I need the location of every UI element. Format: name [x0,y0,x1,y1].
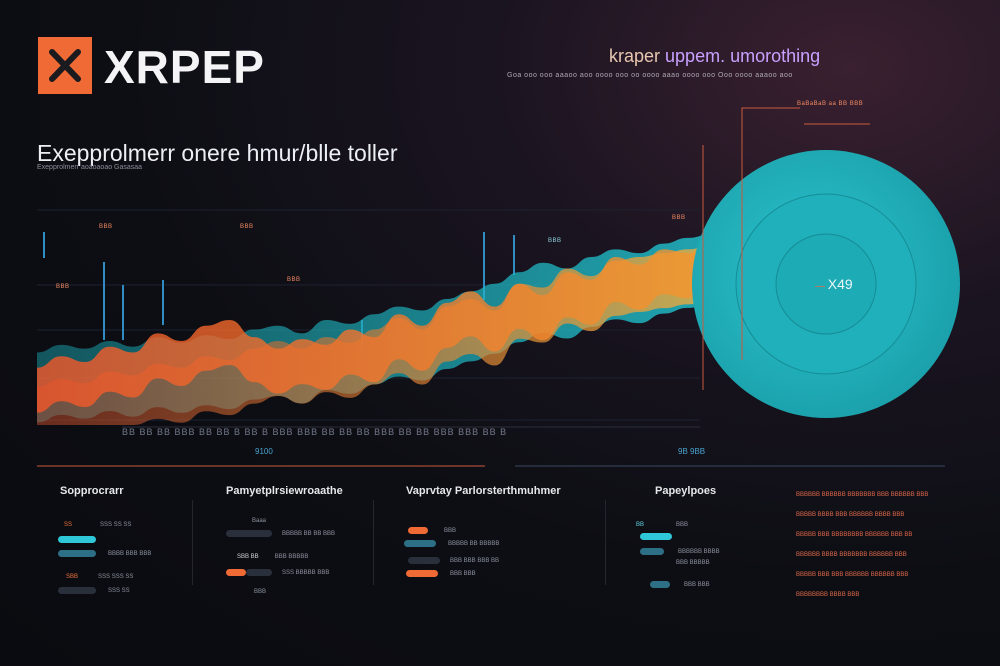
row-label: BBB [676,522,689,528]
list-item[interactable]: BBBBB BB BBBBB [404,540,499,547]
row-label: BBBB BBB BBB [108,550,152,557]
panel-title: Papeylpoes [655,485,717,497]
tagline: kraper uppem. umorothing [609,46,820,67]
row-bar [58,587,96,594]
list-item[interactable]: BBB BBB BBB BB [408,557,499,564]
row-bar [404,540,436,547]
list-item[interactable]: BBB [254,589,266,595]
note-item: BBBBBB BBBB BBBBBBB BBBBBB BBB [796,552,907,558]
list-item[interactable]: BBB BBB [406,570,476,577]
tagline-rest: uppem. umorothing [660,46,821,66]
row-bar [640,533,672,540]
page-title: Exepprolmerr onere hmur/blle toller [37,140,398,166]
row-label: SSS SS SS [100,522,132,528]
row-bar [640,548,664,555]
chart-annotation-top-right: BaBaBaB aa BB BBB [797,101,864,107]
panel-title: Sopprocrarr [60,485,124,497]
row-label: BBBBB BB BBBBB [448,540,500,547]
panel-1: Sopprocrarr [60,485,124,497]
panel-title: Pamyetplrsiewroaathe [226,485,343,497]
row-tag: SBB BB [237,554,259,560]
panel-4: Papeylpoes [655,485,716,497]
note-item: BBBBBBBB BBBB BBB [796,592,860,598]
tagline-subtext: Goa ooo ooo aaaoo aoo oooo ooo oo oooo a… [507,72,793,79]
list-item[interactable]: BBB [408,527,456,534]
row-label: BBB BBB BBB BB [450,557,500,564]
list-item[interactable]: BB BBB [636,522,688,528]
row-label: SSS SSS SS [98,574,134,580]
row-label: SSS BBBBB BBB [282,569,330,576]
row-label: BBB [254,589,267,595]
row-bar [406,570,438,577]
list-item[interactable]: SSS BBBBB BBB [226,569,329,576]
row-label: BBB BBB [684,581,710,588]
brand-logo-icon[interactable] [38,37,92,94]
list-item[interactable]: BBBB BBB BBB [58,550,151,557]
row-label: BBBBB BB BB BBB [282,530,336,537]
axis-label-right: 9B 9BB [678,447,706,456]
list-item[interactable]: SBB BB BBB BBBBB [237,554,308,560]
row-bar-track [246,569,272,576]
brand-name[interactable]: XRPEP [104,41,265,93]
row-bar [226,530,272,537]
list-item[interactable] [58,536,96,543]
chart-annotation: BBB [287,277,301,283]
panel-3: Vaprvtay Parlorsterthmuhmer [406,485,561,497]
chart-annotation: BBB [99,224,113,230]
row-label: BBBBBB BBBB [678,548,720,555]
list-item[interactable]: SSS SS [58,587,130,594]
notes-list: BBBBBB BBBBBB BBBBBBB BBB BBBBBB BBB BBB… [796,492,956,612]
chart-annotation: BBB [672,215,686,221]
list-item[interactable]: Baaa [252,518,266,524]
circle-value: X49 [827,276,853,292]
row-bar [408,557,440,564]
row-tag: BB [636,522,645,528]
row-label: BBB BBBBB [274,554,309,560]
tagline-first-word: kraper [609,46,661,66]
list-item[interactable]: BBB BBBBB [676,560,710,566]
note-item: BBBBB BBBB BBB BBBBBB BBBB BBB [796,512,905,518]
list-item[interactable]: BBB BBB [650,581,710,588]
circle-value-label: — X49 [815,276,853,292]
row-bar [58,536,96,543]
row-label: SSS SS [108,587,130,594]
list-item[interactable]: BBBBB BB BB BBB [226,530,335,537]
row-label: BBB BBBBB [676,560,710,566]
row-bar [226,569,246,576]
row-bar [408,527,428,534]
panel-title: Vaprvtay Parlorsterthmuhmer [406,485,561,497]
panel-divider [373,500,374,585]
row-label: BBB BBB [450,570,476,577]
chart-annotation: BBB [548,238,562,244]
panel-divider [605,500,606,585]
annotation-lines [37,107,870,467]
list-item[interactable]: SS SSS SS SS [64,522,131,528]
chart-annotation: BBB [56,284,70,290]
axis-label-left: 9100 [255,447,273,456]
panel-2: Pamyetplrsiewroaathe [226,485,343,497]
chart-annotation: BBB [240,224,254,230]
row-label: Baaa [252,518,267,524]
list-item[interactable] [640,533,672,540]
page-subtitle: Exepprolmerr aoaoaoao Gasasaa [37,164,143,171]
row-bar [58,550,96,557]
row-tag: SS [64,522,73,528]
list-item[interactable]: SBB SSS SSS SS [66,574,133,580]
x-axis-ticks: BB BB BB BBB BB BB B BB B BBB BBB BB BB … [122,427,508,437]
note-item: BBBBB BBB BBBBBBBB BBBBBB BBB BB [796,532,913,538]
radial-disc [692,150,960,418]
note-item: BBBBB BBB BBB BBBBBB BBBBBB BBB [796,572,909,578]
list-item[interactable]: BBBBBB BBBB [640,548,720,555]
note-item: BBBBBB BBBBBB BBBBBBB BBB BBBBBB BBB [796,492,929,498]
row-tag: SBB [66,574,79,580]
row-label: BBB [444,527,457,534]
series-orange-area [37,239,760,413]
row-bar [650,581,670,588]
panel-divider [192,500,193,585]
